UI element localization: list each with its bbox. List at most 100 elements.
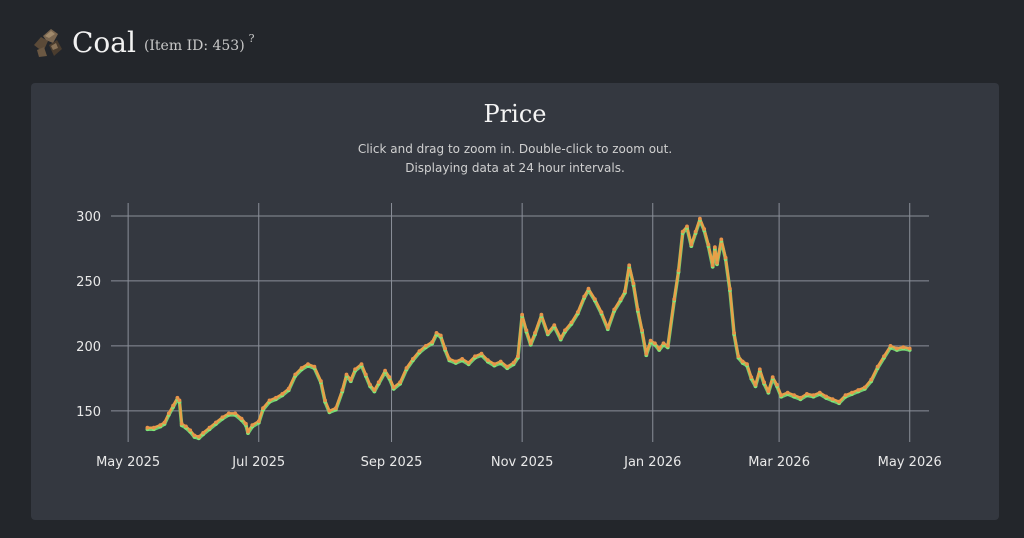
data-point xyxy=(220,415,225,420)
data-point xyxy=(732,331,736,335)
data-point xyxy=(749,375,754,379)
data-point xyxy=(443,346,447,351)
y-tick-label: 150 xyxy=(76,405,101,420)
x-tick-label: Jan 2026 xyxy=(623,455,681,470)
data-point xyxy=(698,216,702,221)
data-point xyxy=(702,227,707,231)
data-point xyxy=(319,379,323,383)
y-tick-label: 250 xyxy=(76,275,101,290)
item-title: Coal xyxy=(72,25,136,59)
data-point xyxy=(644,351,649,356)
data-point xyxy=(179,421,184,426)
data-point xyxy=(713,245,717,250)
data-point xyxy=(843,393,848,398)
data-point xyxy=(757,367,762,372)
data-point xyxy=(333,406,338,411)
data-point xyxy=(466,360,471,365)
data-point xyxy=(719,237,724,242)
data-point xyxy=(323,398,327,403)
data-point xyxy=(511,360,516,365)
data-point xyxy=(344,372,349,377)
data-point xyxy=(453,359,458,364)
data-point xyxy=(811,393,816,398)
data-point xyxy=(901,345,906,350)
data-point xyxy=(340,388,345,392)
data-point xyxy=(665,344,670,348)
data-point xyxy=(648,338,653,343)
data-point xyxy=(563,328,567,333)
data-point xyxy=(850,390,854,395)
data-point xyxy=(715,260,719,265)
data-point xyxy=(239,416,244,421)
data-point xyxy=(171,403,176,408)
chart-instructions: Click and drag to zoom in. Double-click … xyxy=(31,140,999,178)
data-point xyxy=(387,375,392,379)
item-header: Coal (Item ID: 453) ? xyxy=(30,22,255,62)
data-point xyxy=(599,310,604,314)
data-point xyxy=(805,392,809,396)
data-point xyxy=(528,341,533,346)
data-point xyxy=(261,406,265,411)
data-point xyxy=(895,346,899,351)
data-point xyxy=(779,393,784,398)
series-low-band xyxy=(147,218,911,441)
data-point xyxy=(411,357,415,361)
data-point xyxy=(188,428,193,433)
data-point xyxy=(312,364,317,369)
data-point xyxy=(558,336,563,340)
data-point xyxy=(184,424,188,429)
data-point xyxy=(244,421,248,426)
x-tick-label: Nov 2025 xyxy=(491,455,554,470)
data-point xyxy=(473,354,477,359)
data-point xyxy=(256,419,261,424)
data-point xyxy=(862,385,867,390)
data-point xyxy=(306,362,310,366)
data-point xyxy=(404,366,409,370)
data-point xyxy=(770,375,775,379)
data-point xyxy=(151,425,156,430)
data-point xyxy=(293,372,298,377)
data-point xyxy=(627,263,632,268)
data-point xyxy=(837,399,841,404)
data-point xyxy=(762,380,766,385)
data-point xyxy=(693,229,698,234)
data-point xyxy=(612,307,617,312)
data-point xyxy=(775,382,779,387)
data-point xyxy=(785,390,790,395)
data-point xyxy=(586,286,591,291)
data-point xyxy=(689,242,694,247)
data-point xyxy=(856,388,861,392)
data-point xyxy=(869,377,874,382)
data-point xyxy=(492,362,497,366)
data-point xyxy=(792,393,796,398)
item-id-label: (Item ID: 453) xyxy=(143,38,245,54)
data-point xyxy=(250,423,255,427)
data-point xyxy=(226,411,231,416)
data-point xyxy=(552,323,557,327)
data-point xyxy=(233,411,238,416)
data-point xyxy=(368,382,372,387)
data-point xyxy=(817,390,822,395)
data-point xyxy=(192,433,197,438)
data-point xyxy=(214,420,218,425)
data-point xyxy=(824,394,829,399)
data-point xyxy=(438,333,443,338)
data-point xyxy=(158,423,163,427)
data-point xyxy=(830,397,835,401)
x-tick-label: May 2025 xyxy=(96,455,160,470)
data-point xyxy=(631,281,636,286)
data-point xyxy=(676,268,681,273)
chart-instructions-line-1: Click and drag to zoom in. Double-click … xyxy=(357,142,673,156)
data-point xyxy=(888,344,893,348)
data-point xyxy=(907,346,912,351)
help-icon[interactable]: ? xyxy=(248,31,255,45)
data-point xyxy=(145,425,150,430)
data-point xyxy=(363,372,368,377)
data-point xyxy=(166,411,171,416)
price-chart[interactable]: 150 200 250 300 May 2025 Jul 2025 Sep 2025 Nov … xyxy=(31,83,999,520)
data-point xyxy=(359,362,364,366)
data-point xyxy=(640,328,644,333)
data-point xyxy=(710,263,715,268)
data-point xyxy=(575,310,580,314)
chart-title: Price xyxy=(483,100,547,128)
